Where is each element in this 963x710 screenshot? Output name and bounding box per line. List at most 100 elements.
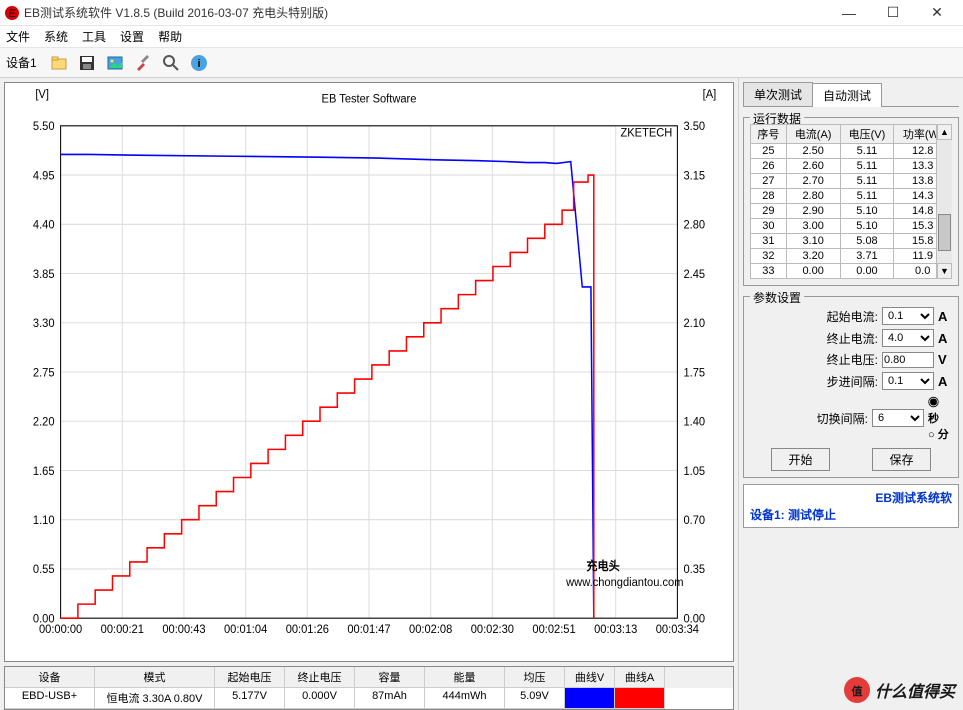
summary-table: 设备模式起始电压终止电压容量能量均压曲线V曲线A EBD-USB+恒电流 3.3… xyxy=(4,666,734,710)
svg-text:3.30: 3.30 xyxy=(33,318,55,330)
summary-col-header: 起始电压 xyxy=(215,667,285,688)
table-scrollbar[interactable]: ▲ ▼ xyxy=(936,124,952,279)
svg-text:0.70: 0.70 xyxy=(683,515,705,527)
status-line1: EB测试系统软 xyxy=(750,489,952,506)
step-interval-select[interactable]: 0.1 xyxy=(882,372,934,390)
svg-text:4.40: 4.40 xyxy=(33,219,55,231)
svg-text:2.10: 2.10 xyxy=(683,318,705,330)
end-current-label: 终止电流: xyxy=(750,330,878,347)
table-row[interactable]: 262.605.1113.3 xyxy=(751,159,952,174)
end-voltage-label: 终止电压: xyxy=(750,351,878,368)
summary-cell: EBD-USB+ xyxy=(5,688,95,709)
brand-watermark: 值 什么值得买 xyxy=(843,676,955,704)
start-current-label: 起始电流: xyxy=(750,308,878,325)
table-row[interactable]: 313.105.0815.8 xyxy=(751,234,952,249)
app-icon: E xyxy=(4,5,20,21)
summary-cell: 恒电流 3.30A 0.80V xyxy=(95,688,215,709)
scroll-up-icon[interactable]: ▲ xyxy=(937,124,952,140)
brand-text: 什么值得买 xyxy=(875,678,955,702)
svg-text:00:02:30: 00:02:30 xyxy=(471,624,514,636)
data-col-header: 电压(V) xyxy=(840,125,894,144)
image-icon[interactable] xyxy=(103,51,127,75)
svg-text:3.85: 3.85 xyxy=(33,269,55,281)
svg-text:www.chongdiantou.com: www.chongdiantou.com xyxy=(565,577,683,589)
svg-text:00:03:34: 00:03:34 xyxy=(656,624,700,636)
summary-cell: 5.177V xyxy=(215,688,285,709)
data-col-header: 序号 xyxy=(751,125,787,144)
summary-cell xyxy=(565,688,615,709)
menu-system[interactable]: 系统 xyxy=(44,28,68,45)
menu-tools[interactable]: 工具 xyxy=(82,28,106,45)
status-box: EB测试系统软 设备1: 测试停止 xyxy=(743,484,959,528)
svg-text:2.20: 2.20 xyxy=(33,416,55,428)
titlebar: E EB测试系统软件 V1.8.5 (Build 2016-03-07 充电头特… xyxy=(0,0,963,26)
table-row[interactable]: 272.705.1113.8 xyxy=(751,174,952,189)
window-title: EB测试系统软件 V1.8.5 (Build 2016-03-07 充电头特别版… xyxy=(24,4,827,21)
summary-cell: 444mWh xyxy=(425,688,505,709)
save-button[interactable]: 保存 xyxy=(872,448,930,471)
tools-icon[interactable] xyxy=(131,51,155,75)
time-unit-radios[interactable]: ◉ 秒 ○ 分 xyxy=(928,394,952,442)
menu-file[interactable]: 文件 xyxy=(6,28,30,45)
save-icon[interactable] xyxy=(75,51,99,75)
menu-settings[interactable]: 设置 xyxy=(120,28,144,45)
table-row[interactable]: 282.805.1114.3 xyxy=(751,189,952,204)
svg-text:00:01:47: 00:01:47 xyxy=(347,624,390,636)
svg-text:[A]: [A] xyxy=(703,89,717,101)
params-group: 参数设置 起始电流: 0.1 A 终止电流: 4.0 A 终止电压: V 步进间… xyxy=(743,296,959,478)
table-row[interactable]: 252.505.1112.8 xyxy=(751,144,952,159)
svg-text:1.10: 1.10 xyxy=(33,515,55,527)
summary-cell: 0.000V xyxy=(285,688,355,709)
svg-text:充电头: 充电头 xyxy=(586,559,620,573)
svg-text:5.50: 5.50 xyxy=(33,121,55,133)
end-voltage-input[interactable] xyxy=(882,352,934,368)
device-label: 设备1 xyxy=(6,54,37,71)
start-button[interactable]: 开始 xyxy=(771,448,829,471)
svg-text:00:02:08: 00:02:08 xyxy=(409,624,452,636)
summary-cell: 87mAh xyxy=(355,688,425,709)
data-table: 序号电流(A)电压(V)功率(W)252.505.1112.8262.605.1… xyxy=(750,124,952,279)
svg-text:EB Tester Software: EB Tester Software xyxy=(322,93,417,105)
menubar: 文件 系统 工具 设置 帮助 xyxy=(0,26,963,48)
table-row[interactable]: 330.000.000.0 xyxy=(751,264,952,279)
chart: EB Tester Software[V][A]ZKETECH5.503.504… xyxy=(4,82,734,662)
maximize-button[interactable]: ☐ xyxy=(871,1,915,25)
svg-text:00:00:43: 00:00:43 xyxy=(162,624,205,636)
table-row[interactable]: 303.005.1015.3 xyxy=(751,219,952,234)
summary-cell: 5.09V xyxy=(505,688,565,709)
open-icon[interactable] xyxy=(47,51,71,75)
menu-help[interactable]: 帮助 xyxy=(158,28,182,45)
table-row[interactable]: 323.203.7111.9 xyxy=(751,249,952,264)
unit-a: A xyxy=(938,331,952,346)
switch-interval-select[interactable]: 6 xyxy=(872,409,924,427)
summary-col-header: 曲线V xyxy=(565,667,615,688)
svg-text:00:00:00: 00:00:00 xyxy=(39,624,82,636)
minimize-button[interactable]: — xyxy=(827,1,871,25)
left-pane: EB Tester Software[V][A]ZKETECH5.503.504… xyxy=(0,78,738,710)
right-pane: 单次测试 自动测试 运行数据 序号电流(A)电压(V)功率(W)252.505.… xyxy=(738,78,963,710)
summary-col-header: 容量 xyxy=(355,667,425,688)
svg-text:00:01:04: 00:01:04 xyxy=(224,624,268,636)
search-icon[interactable] xyxy=(159,51,183,75)
tab-auto[interactable]: 自动测试 xyxy=(812,83,882,107)
info-icon[interactable]: i xyxy=(187,51,211,75)
toolbar: 设备1 i xyxy=(0,48,963,78)
svg-text:00:01:26: 00:01:26 xyxy=(286,624,329,636)
close-button[interactable]: ✕ xyxy=(915,1,959,25)
table-row[interactable]: 292.905.1014.8 xyxy=(751,204,952,219)
unit-a: A xyxy=(938,309,952,324)
end-current-select[interactable]: 4.0 xyxy=(882,329,934,347)
data-col-header: 电流(A) xyxy=(786,125,840,144)
svg-text:ZKETECH: ZKETECH xyxy=(620,127,672,139)
summary-col-header: 设备 xyxy=(5,667,95,688)
step-interval-label: 步进间隔: xyxy=(750,373,878,390)
svg-text:[V]: [V] xyxy=(35,89,49,101)
svg-text:i: i xyxy=(197,58,200,70)
data-group: 运行数据 序号电流(A)电压(V)功率(W)252.505.1112.8262.… xyxy=(743,117,959,286)
svg-text:E: E xyxy=(8,8,15,20)
start-current-select[interactable]: 0.1 xyxy=(882,307,934,325)
tab-single[interactable]: 单次测试 xyxy=(743,82,813,106)
scroll-down-icon[interactable]: ▼ xyxy=(937,263,952,279)
svg-text:0.55: 0.55 xyxy=(33,564,55,576)
svg-text:2.75: 2.75 xyxy=(33,367,55,379)
